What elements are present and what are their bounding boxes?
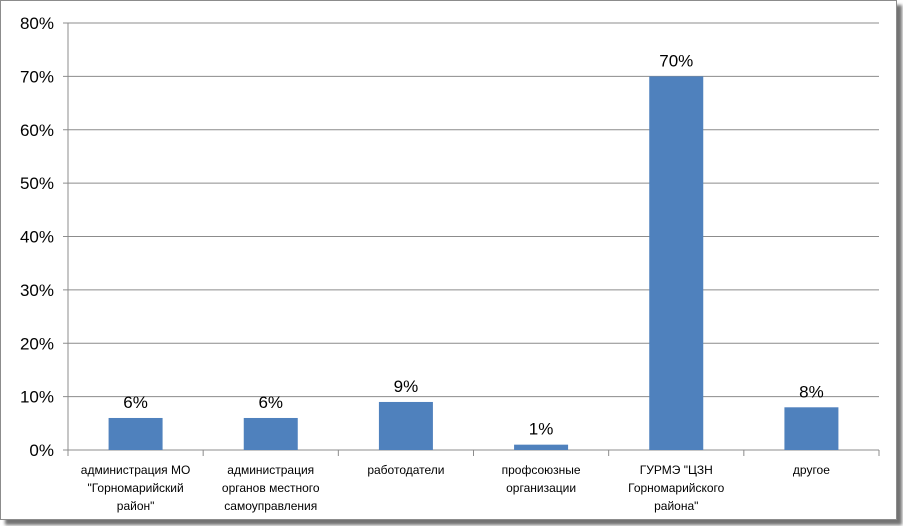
x-axis: [67, 449, 880, 456]
y-tick-label: 20%: [20, 334, 54, 353]
y-tick-label: 30%: [20, 281, 54, 300]
gridlines: [68, 22, 879, 398]
category-label: другое: [793, 463, 830, 477]
y-tick-label: 40%: [20, 228, 54, 247]
y-tick-label: 70%: [20, 67, 54, 86]
data-label: 6%: [123, 393, 148, 412]
category-label: профсоюзные организации: [502, 463, 581, 495]
data-label: 8%: [799, 382, 824, 401]
y-tick-label: 50%: [20, 174, 54, 193]
bar: [378, 401, 433, 450]
bar: [649, 76, 704, 450]
bar: [243, 417, 298, 450]
category-label: ГУРМЭ "ЦЗН Горномарийского района": [628, 463, 725, 513]
bar-chart: 0% 10% 20% 30% 40% 50% 60% 70% 80% 6% 6% 9% 1% 70% 8%…: [20, 14, 880, 513]
bar: [784, 407, 839, 450]
bars: [108, 76, 839, 450]
data-label: 70%: [659, 51, 693, 70]
bar: [108, 417, 163, 450]
category-label: администрация МО "Горномарийский район": [81, 463, 191, 513]
y-axis: 0% 10% 20% 30% 40% 50% 60% 70% 80%: [20, 14, 69, 460]
category-label: работодатели: [367, 463, 444, 477]
bar: [514, 444, 569, 450]
y-tick-label: 0%: [29, 441, 54, 460]
data-label: 1%: [529, 420, 554, 439]
category-labels: администрация МО "Горномарийский район" адм…: [81, 463, 830, 513]
y-tick-label: 80%: [20, 14, 54, 33]
y-tick-label: 10%: [20, 388, 54, 407]
data-label: 6%: [258, 393, 283, 412]
data-labels: 6% 6% 9% 1% 70% 8%: [123, 51, 823, 438]
category-label: администрация органов местного самоуправле…: [222, 463, 320, 513]
data-label: 9%: [394, 377, 419, 396]
y-tick-label: 60%: [20, 121, 54, 140]
